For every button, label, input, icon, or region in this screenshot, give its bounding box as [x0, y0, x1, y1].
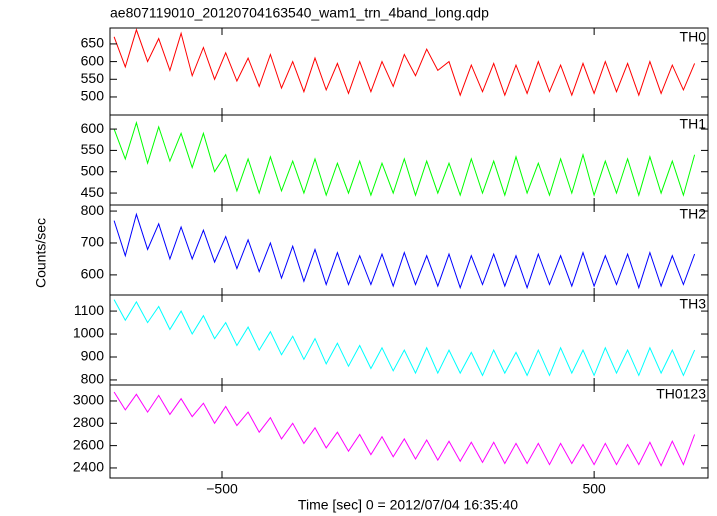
y-tick-label: 500 — [81, 88, 105, 104]
y-tick-label: 1100 — [74, 302, 104, 318]
data-line — [113, 391, 696, 467]
panel-frame — [109, 384, 709, 479]
data-line — [113, 120, 696, 197]
panel-label: TH0 — [680, 29, 707, 45]
panel-label: TH2 — [680, 206, 707, 222]
panel-label: TH1 — [680, 116, 707, 132]
y-tick-label: 500 — [81, 162, 105, 178]
panel-frame — [109, 294, 709, 386]
y-tick-label: 450 — [81, 184, 105, 200]
y-tick-label: 600 — [81, 266, 105, 282]
panel-frame — [109, 114, 709, 206]
y-tick-label: 2800 — [73, 414, 104, 430]
y-tick-label: 2600 — [73, 436, 104, 452]
x-tick-label: 500 — [582, 481, 606, 497]
chart-title: ae807119010_20120704163540_wam1_trn_4ban… — [110, 5, 489, 21]
panel-label: TH0123 — [656, 386, 706, 402]
data-line — [113, 28, 696, 97]
y-tick-label: 1000 — [73, 325, 104, 341]
data-line — [113, 212, 696, 290]
y-tick-label: 3000 — [73, 392, 104, 408]
x-axis-label: Time [sec] 0 = 2012/07/04 16:35:40 — [298, 497, 518, 513]
panel-frame — [109, 27, 709, 116]
y-tick-label: 600 — [81, 120, 105, 136]
y-tick-label: 650 — [81, 35, 105, 51]
panel-label: TH3 — [680, 296, 707, 312]
y-tick-label: 800 — [81, 202, 105, 218]
y-tick-label: 550 — [81, 141, 105, 157]
data-line — [113, 299, 696, 377]
y-tick-label: 900 — [81, 348, 105, 364]
y-tick-label: 600 — [81, 52, 105, 68]
y-axis-label: Counts/sec — [33, 218, 49, 288]
y-tick-label: 2400 — [73, 459, 104, 475]
y-tick-label: 550 — [81, 70, 105, 86]
panel-frame — [109, 204, 709, 296]
y-tick-label: 700 — [81, 234, 105, 250]
x-tick-label: −500 — [206, 481, 238, 497]
y-tick-label: 800 — [81, 371, 105, 387]
